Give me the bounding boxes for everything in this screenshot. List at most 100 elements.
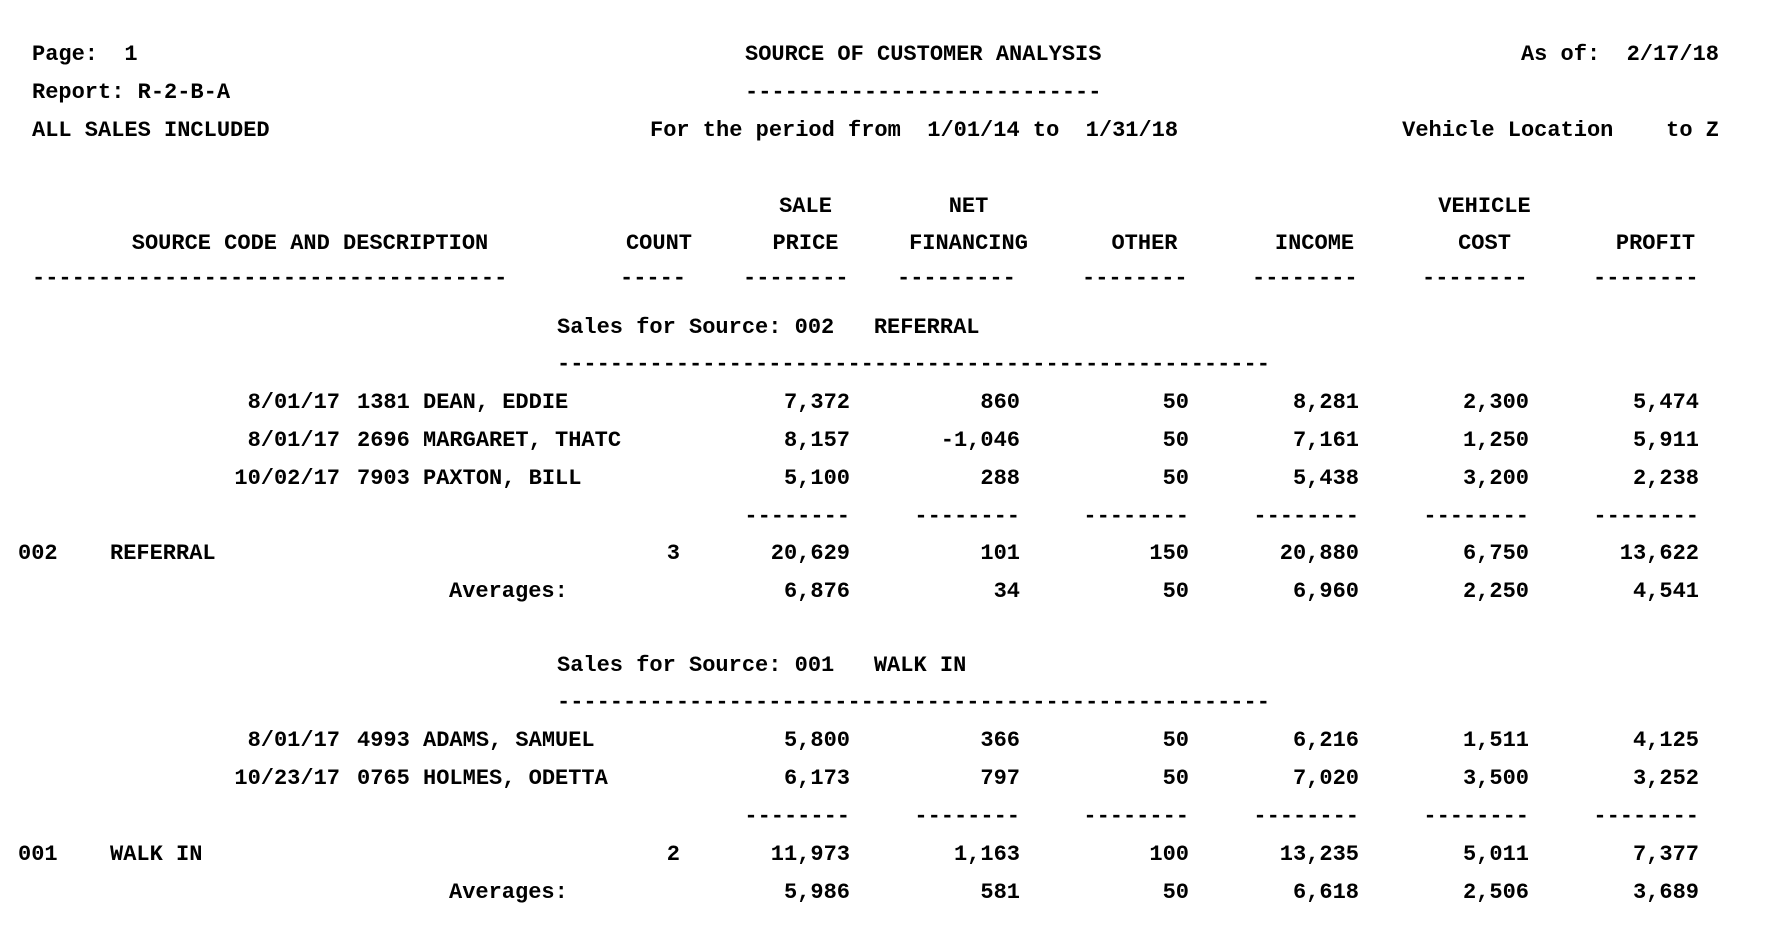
sale-date: 8/01/17 bbox=[247, 428, 340, 453]
averages-label: Averages: bbox=[449, 579, 568, 604]
profit: 4,541 bbox=[1632, 579, 1699, 604]
profit: 2,238 bbox=[1632, 466, 1699, 491]
sale-price: 5,800 bbox=[783, 728, 850, 753]
sum-rule: -------- bbox=[744, 504, 850, 529]
page-number: Page: 1 bbox=[32, 42, 138, 67]
group-heading: Sales for Source: 001 WALK IN bbox=[557, 653, 967, 678]
net-financing: 860 bbox=[980, 390, 1020, 415]
sum-rule: -------- bbox=[1423, 804, 1529, 829]
other: 150 bbox=[1149, 541, 1189, 566]
other: 50 bbox=[1162, 880, 1189, 905]
source-name: WALK IN bbox=[110, 842, 203, 867]
source-name: REFERRAL bbox=[110, 541, 216, 566]
source-code: 001 bbox=[18, 842, 58, 867]
customer: 7903 PAXTON, BILL bbox=[357, 466, 582, 491]
customer: 2696 MARGARET, THATC bbox=[357, 428, 622, 453]
count: 3 bbox=[666, 541, 680, 566]
income: 6,216 bbox=[1292, 728, 1359, 753]
income: 7,161 bbox=[1292, 428, 1359, 453]
income: 5,438 bbox=[1292, 466, 1359, 491]
vehicle-cost: 3,200 bbox=[1462, 466, 1529, 491]
vehicle-cost: 6,750 bbox=[1462, 541, 1529, 566]
col-header-profit: PROFIT bbox=[1615, 231, 1696, 256]
rule-net: --------- bbox=[897, 266, 1016, 291]
rule-sale: -------- bbox=[743, 266, 849, 291]
vehicle-cost: 1,250 bbox=[1462, 428, 1529, 453]
other: 50 bbox=[1162, 390, 1189, 415]
income: 20,880 bbox=[1279, 541, 1359, 566]
other: 100 bbox=[1149, 842, 1189, 867]
sum-rule: -------- bbox=[914, 504, 1020, 529]
col-header-vcost-top: VEHICLE bbox=[1438, 194, 1531, 219]
sum-rule: -------- bbox=[1083, 804, 1189, 829]
net-financing: 581 bbox=[980, 880, 1020, 905]
col-header-description: SOURCE CODE AND DESCRIPTION bbox=[131, 231, 489, 256]
profit: 5,911 bbox=[1632, 428, 1699, 453]
vehicle-cost: 5,011 bbox=[1462, 842, 1529, 867]
rule-income: -------- bbox=[1252, 266, 1358, 291]
sale-price: 5,100 bbox=[783, 466, 850, 491]
other: 50 bbox=[1162, 466, 1189, 491]
income: 8,281 bbox=[1292, 390, 1359, 415]
source-code: 002 bbox=[18, 541, 58, 566]
sale-price: 11,973 bbox=[770, 842, 850, 867]
col-header-net-top: NET bbox=[948, 194, 989, 219]
income: 6,618 bbox=[1292, 880, 1359, 905]
report-title: SOURCE OF CUSTOMER ANALYSIS bbox=[745, 42, 1102, 67]
rule-other: -------- bbox=[1082, 266, 1188, 291]
other: 50 bbox=[1162, 728, 1189, 753]
sale-date: 10/02/17 bbox=[234, 466, 340, 491]
col-header-net-bottom: FINANCING bbox=[909, 231, 1028, 256]
sale-date: 8/01/17 bbox=[247, 390, 340, 415]
sum-rule: -------- bbox=[914, 804, 1020, 829]
other: 50 bbox=[1162, 766, 1189, 791]
group-heading-rule: ----------------------------------------… bbox=[557, 690, 1270, 715]
vehicle-cost: 2,250 bbox=[1462, 579, 1529, 604]
col-header-vcost-bottom: COST bbox=[1458, 231, 1511, 256]
sale-price: 20,629 bbox=[770, 541, 850, 566]
income: 6,960 bbox=[1292, 579, 1359, 604]
net-financing: -1,046 bbox=[940, 428, 1020, 453]
net-financing: 101 bbox=[980, 541, 1020, 566]
net-financing: 34 bbox=[993, 579, 1020, 604]
title-underline: --------------------------- bbox=[745, 80, 1102, 105]
net-financing: 366 bbox=[980, 728, 1020, 753]
sale-date: 10/23/17 bbox=[234, 766, 340, 791]
net-financing: 1,163 bbox=[953, 842, 1020, 867]
profit: 4,125 bbox=[1632, 728, 1699, 753]
col-header-income: INCOME bbox=[1274, 231, 1355, 256]
profit: 13,622 bbox=[1619, 541, 1699, 566]
col-header-sale-bottom: PRICE bbox=[772, 231, 839, 256]
report-period: For the period from 1/01/14 to 1/31/18 bbox=[650, 118, 1179, 143]
sum-rule: -------- bbox=[1253, 504, 1359, 529]
col-header-other: OTHER bbox=[1111, 231, 1178, 256]
customer: 1381 DEAN, EDDIE bbox=[357, 390, 569, 415]
rule-count: ----- bbox=[620, 266, 687, 291]
sale-price: 6,876 bbox=[783, 579, 850, 604]
profit: 3,689 bbox=[1632, 880, 1699, 905]
sum-rule: -------- bbox=[1253, 804, 1359, 829]
sale-price: 8,157 bbox=[783, 428, 850, 453]
sale-price: 5,986 bbox=[783, 880, 850, 905]
sum-rule: -------- bbox=[1593, 804, 1699, 829]
as-of-date: As of: 2/17/18 bbox=[1520, 42, 1719, 67]
vehicle-cost: 2,300 bbox=[1462, 390, 1529, 415]
averages-label: Averages: bbox=[449, 880, 568, 905]
vehicle-cost: 1,511 bbox=[1462, 728, 1529, 753]
rule-vcost: -------- bbox=[1422, 266, 1528, 291]
rule-description: ------------------------------------ bbox=[32, 266, 508, 291]
group-heading: Sales for Source: 002 REFERRAL bbox=[557, 315, 980, 340]
income: 7,020 bbox=[1292, 766, 1359, 791]
customer: 0765 HOLMES, ODETTA bbox=[357, 766, 608, 791]
customer: 4993 ADAMS, SAMUEL bbox=[357, 728, 595, 753]
sum-rule: -------- bbox=[1423, 504, 1529, 529]
other: 50 bbox=[1162, 579, 1189, 604]
sum-rule: -------- bbox=[744, 804, 850, 829]
vehicle-location: Vehicle Location to Z bbox=[1402, 118, 1719, 143]
sale-price: 6,173 bbox=[783, 766, 850, 791]
income: 13,235 bbox=[1279, 842, 1359, 867]
sale-date: 8/01/17 bbox=[247, 728, 340, 753]
other: 50 bbox=[1162, 428, 1189, 453]
count: 2 bbox=[666, 842, 680, 867]
